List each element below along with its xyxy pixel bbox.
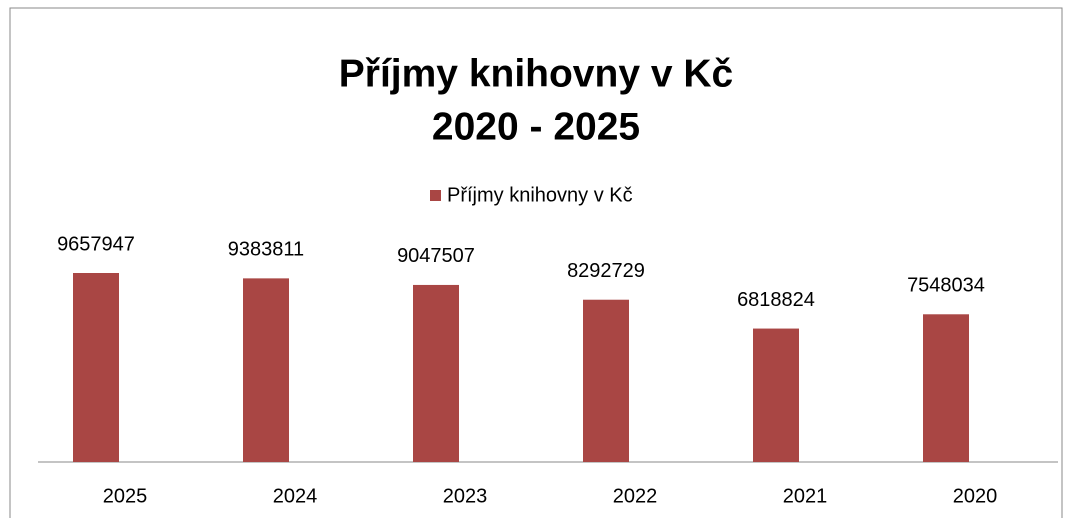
- x-tick-label: 2025: [103, 485, 148, 507]
- bar: [413, 284, 459, 462]
- data-label: 6818824: [737, 289, 815, 311]
- data-label: 9047507: [397, 245, 475, 267]
- x-tick-label: 2024: [273, 485, 318, 507]
- bar: [243, 278, 289, 462]
- chart-frame: [9, 7, 1063, 518]
- bar: [753, 328, 799, 462]
- data-label: 8292729: [567, 260, 645, 282]
- x-tick-label: 2020: [953, 485, 998, 507]
- x-tick-label: 2022: [613, 485, 658, 507]
- data-label: 9657947: [57, 233, 135, 255]
- bar: [73, 273, 119, 462]
- legend-label: Příjmy knihovny v Kč: [447, 184, 633, 206]
- data-label: 9383811: [228, 239, 304, 261]
- chart-title: 2020 - 2025: [432, 105, 640, 148]
- data-label: 7548034: [907, 275, 985, 297]
- x-tick-label: 2023: [443, 485, 488, 507]
- legend-swatch: [430, 190, 441, 201]
- x-tick-label: 2021: [783, 485, 828, 507]
- bar: [923, 314, 969, 462]
- chart-title: Příjmy knihovny v Kč: [339, 52, 733, 95]
- bar: [583, 299, 629, 462]
